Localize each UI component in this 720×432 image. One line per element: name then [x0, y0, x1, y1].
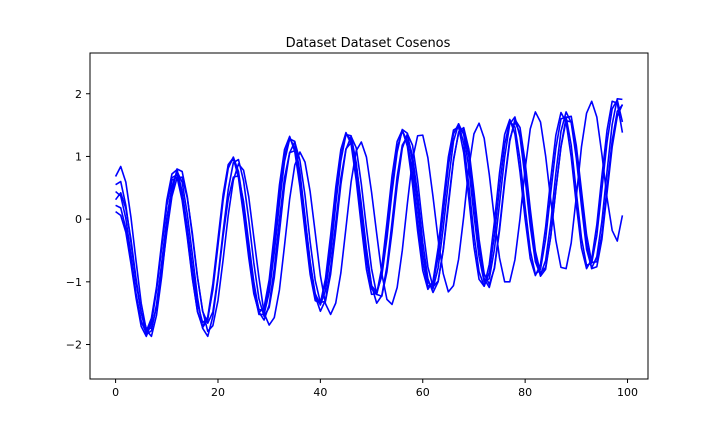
- x-tick-label: 60: [416, 386, 430, 399]
- y-tick-label: 0: [75, 213, 82, 226]
- y-tick-label: 1: [75, 150, 82, 163]
- x-tick-label: 80: [518, 386, 532, 399]
- x-tick-label: 100: [617, 386, 638, 399]
- series-layer: [114, 97, 624, 338]
- y-tick-label: −2: [66, 339, 82, 352]
- x-tick-label: 20: [211, 386, 225, 399]
- plot-frame: [89, 52, 649, 380]
- chart-title: Dataset Dataset Cosenos: [286, 36, 451, 51]
- series-line-4: [114, 104, 624, 338]
- series-line-6: [115, 99, 624, 333]
- x-tick-label: 0: [112, 386, 119, 399]
- y-tick-label: 2: [75, 88, 82, 101]
- series-line-5: [115, 100, 624, 335]
- x-tick-label: 40: [313, 386, 327, 399]
- axes-layer: 0 20 40 60 80 100 −2 −1 0 1 2: [66, 52, 649, 399]
- y-tick-label: −1: [66, 276, 82, 289]
